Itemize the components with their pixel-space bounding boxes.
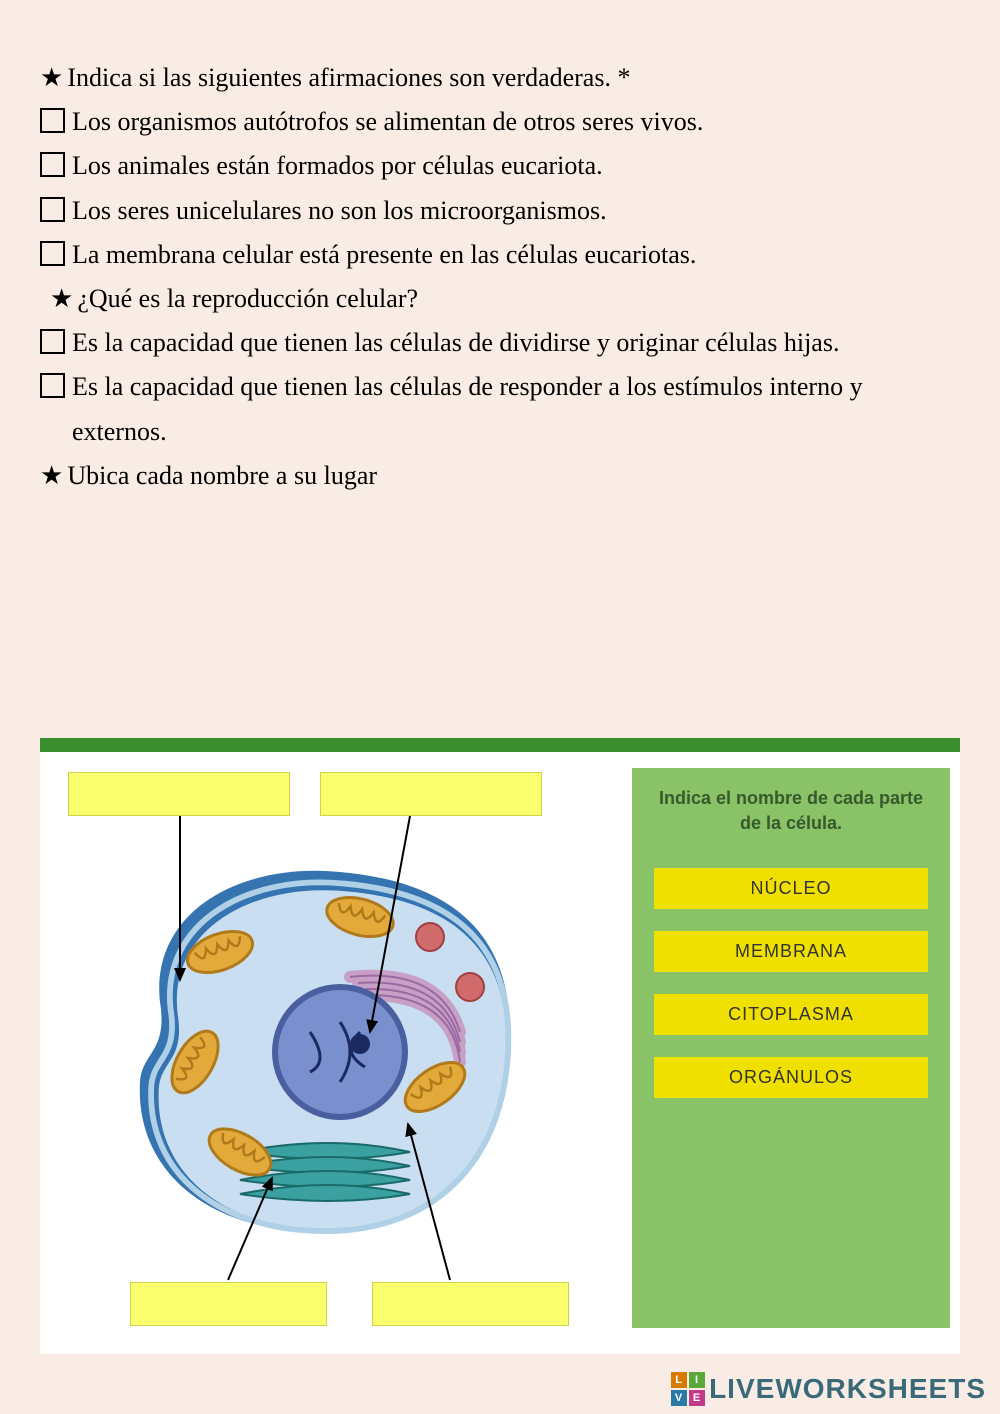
label-chip-citoplasma[interactable]: CITOPLASMA — [654, 994, 928, 1035]
q1-option-c: Los seres unicelulares no son los microo… — [72, 189, 607, 233]
footer-logo: LI VE LIVEWORKSHEETS — [671, 1372, 986, 1406]
blank-dropzone-3[interactable] — [372, 1282, 569, 1326]
blank-dropzone-1[interactable] — [320, 772, 542, 816]
q1-option-a: Los organismos autótrofos se alimentan d… — [72, 100, 703, 144]
sidebar-title: Indica el nombre de cada parte de la cél… — [632, 768, 950, 846]
q2-checkbox-b[interactable]: Es la capacidad que tienen las células d… — [40, 365, 960, 453]
q2-title: ¿Qué es la reproducción celular? — [40, 277, 960, 321]
q1-option-b: Los animales están formados por células … — [72, 144, 603, 188]
blank-dropzone-0[interactable] — [68, 772, 290, 816]
label-chip-núcleo[interactable]: NÚCLEO — [654, 868, 928, 909]
logo-grid-icon: LI VE — [671, 1372, 705, 1406]
q1-checkbox-a[interactable]: Los organismos autótrofos se alimentan d… — [40, 100, 960, 144]
footer-text: LIVEWORKSHEETS — [709, 1373, 986, 1405]
cell-region — [40, 752, 620, 1340]
cell-svg — [40, 752, 620, 1340]
q1-title: Indica si las siguientes afirmaciones so… — [40, 56, 960, 100]
cell-diagram: Indica el nombre de cada parte de la cél… — [40, 738, 960, 1354]
q1-checkbox-b[interactable]: Los animales están formados por células … — [40, 144, 960, 188]
q1-checkbox-d[interactable]: La membrana celular está presente en las… — [40, 233, 960, 277]
q2-checkbox-a[interactable]: Es la capacidad que tienen las células d… — [40, 321, 960, 365]
q1-checkbox-c[interactable]: Los seres unicelulares no son los microo… — [40, 189, 960, 233]
label-chip-membrana[interactable]: MEMBRANA — [654, 931, 928, 972]
label-chip-orgánulos[interactable]: ORGÁNULOS — [654, 1057, 928, 1098]
blank-dropzone-2[interactable] — [130, 1282, 327, 1326]
q2-option-b: Es la capacidad que tienen las células d… — [72, 365, 960, 453]
q1-option-d: La membrana celular está presente en las… — [72, 233, 696, 277]
worksheet-content: Indica si las siguientes afirmaciones so… — [0, 0, 1000, 498]
labels-sidebar: Indica el nombre de cada parte de la cél… — [632, 768, 950, 1328]
q3-title: Ubica cada nombre a su lugar — [40, 454, 960, 498]
q2-option-a: Es la capacidad que tienen las células d… — [72, 321, 839, 365]
